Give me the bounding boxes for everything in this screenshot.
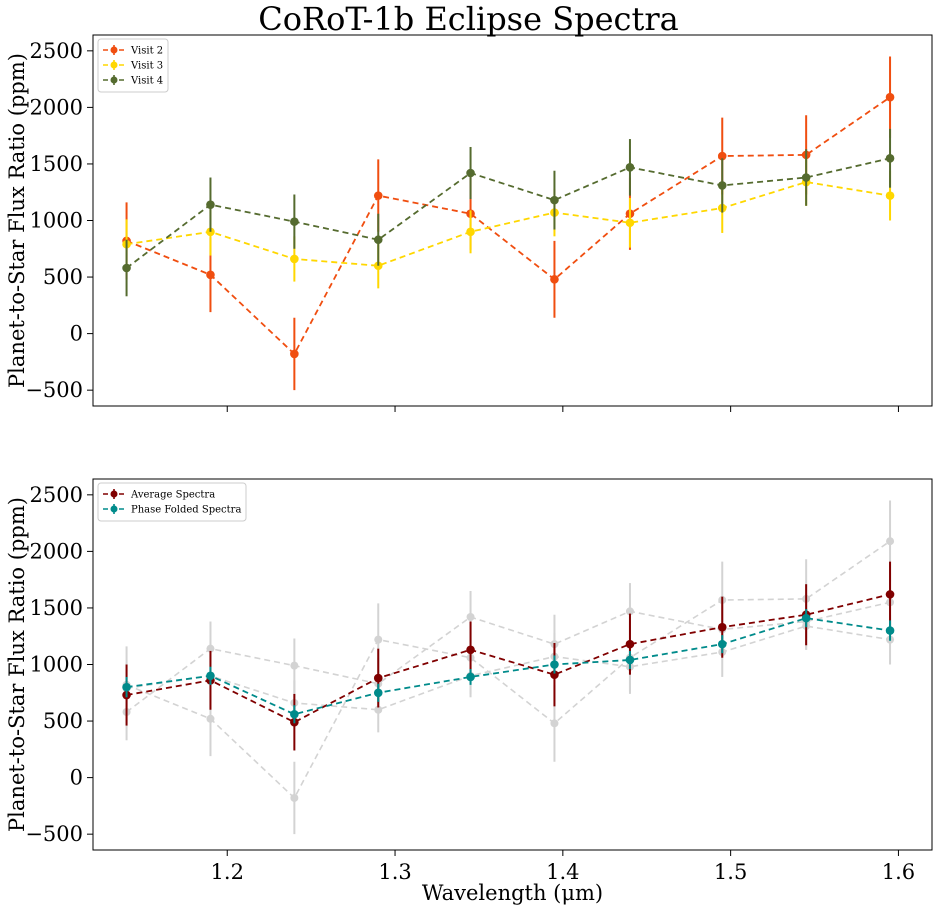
y-tick-label: 2000 — [30, 539, 83, 563]
x-tick-label: 1.5 — [714, 860, 747, 884]
y-tick-label: 500 — [43, 709, 83, 733]
phase-folded-spectra-point — [122, 682, 131, 692]
legend-label-phase-folded-spectra: Phase Folded Spectra — [131, 505, 241, 516]
phase-folded-spectra-point — [290, 709, 299, 719]
background-point — [374, 635, 383, 644]
background-point — [206, 644, 215, 653]
visit-2-line — [126, 96, 891, 356]
y-tick-label: −500 — [25, 378, 83, 402]
average-spectra-point — [885, 590, 895, 599]
x-tick-label: 1.6 — [882, 860, 915, 884]
visit-3-point — [885, 191, 895, 200]
y-axis-label: Planet-to-Star Flux Ratio (ppm) — [5, 53, 29, 388]
legend-label-visit-3: Visit 3 — [130, 61, 163, 72]
background-point — [886, 537, 895, 546]
visit-2-point — [373, 191, 383, 200]
legend-marker-visit-4 — [110, 76, 118, 84]
axes-frame — [92, 478, 933, 851]
visit-4-point — [122, 263, 131, 273]
y-tick-label: −500 — [25, 822, 83, 846]
phase-folded-spectra-point — [717, 639, 727, 649]
legend-marker-phase-folded-spectra — [110, 505, 118, 513]
phase-folded-spectra-point — [625, 655, 635, 665]
legend-box — [97, 482, 247, 522]
y-tick-label: 1500 — [30, 152, 83, 176]
axes-frame — [92, 34, 933, 407]
visit-4-point — [466, 168, 475, 178]
visit-3-line — [126, 181, 891, 267]
average-spectra-point — [717, 622, 727, 632]
legend: Visit 2 Visit 3 Visit 4 — [97, 38, 169, 93]
visit-3-point — [625, 218, 635, 228]
visit-4-point — [717, 181, 727, 190]
background-series-line — [126, 601, 891, 713]
legend-label-visit-2: Visit 2 — [130, 46, 163, 57]
y-tick-label: 2000 — [30, 95, 83, 119]
visit-2-point — [290, 349, 299, 359]
visit-3-point — [290, 254, 299, 264]
legend: Average Spectra Phase Folded Spectra — [97, 482, 247, 522]
background-series-line — [126, 540, 891, 800]
visit-4-point — [290, 217, 299, 226]
y-tick-label: 0 — [70, 766, 83, 790]
background-point — [206, 714, 215, 723]
visit-4-point — [625, 163, 635, 172]
average-spectra-point — [625, 639, 635, 649]
phase-folded-spectra-point — [466, 672, 475, 682]
panel-2: −500 0 500 1000 1500 2000 2500 1.2 1.3 1.4 1.5 1.6 P… — [5, 478, 933, 905]
background-point — [550, 719, 559, 728]
legend-marker-visit-2 — [110, 46, 118, 54]
visit-4-point — [206, 200, 215, 209]
phase-folded-spectra-point — [206, 671, 215, 681]
y-tick-label: 2500 — [30, 483, 83, 507]
y-tick-label: 0 — [70, 322, 83, 346]
phase-folded-spectra-point — [550, 660, 559, 669]
background-point — [625, 607, 634, 616]
phase-folded-spectra-point — [373, 688, 383, 698]
y-tick-label: 500 — [43, 265, 83, 289]
average-spectra-point — [466, 645, 475, 655]
phase-folded-spectra-point — [801, 613, 811, 623]
x-tick-label: 1.2 — [211, 860, 244, 884]
x-tick-label: 1.3 — [378, 860, 411, 884]
visit-3-point — [466, 227, 475, 237]
background-point — [290, 661, 299, 670]
legend-marker-visit-3 — [110, 61, 118, 69]
phase-folded-spectra-line — [126, 617, 891, 716]
phase-folded-spectra-point — [885, 626, 895, 635]
x-axis-label: Wavelength (μm) — [422, 881, 603, 905]
legend-label-average-spectra: Average Spectra — [130, 490, 215, 501]
visit-4-point — [885, 153, 895, 163]
y-tick-label: 1000 — [30, 653, 83, 677]
legend-marker-average-spectra — [110, 490, 118, 498]
x-tick-label: 1.4 — [546, 860, 579, 884]
average-spectra-point — [373, 673, 383, 683]
background-point — [466, 612, 475, 621]
background-point — [290, 793, 299, 802]
visit-2-point — [206, 270, 215, 280]
y-tick-label: 1000 — [30, 209, 83, 233]
y-axis-label: Planet-to-Star Flux Ratio (ppm) — [5, 497, 29, 832]
background-series-line — [126, 625, 891, 711]
visit-2-point — [885, 92, 895, 102]
average-spectra-line — [126, 593, 891, 724]
visit-4-point — [550, 195, 559, 205]
legend-label-visit-4: Visit 4 — [130, 76, 163, 87]
y-tick-label: 2500 — [30, 39, 83, 63]
visit-2-point — [717, 151, 727, 161]
y-tick-label: 1500 — [30, 596, 83, 620]
visit-4-line — [126, 157, 891, 269]
visit-2-point — [550, 275, 559, 284]
visit-4-point — [801, 173, 811, 182]
average-spectra-point — [550, 670, 559, 679]
chart-title: CoRoT-1b Eclipse Spectra — [258, 0, 679, 38]
visit-4-point — [373, 235, 383, 245]
